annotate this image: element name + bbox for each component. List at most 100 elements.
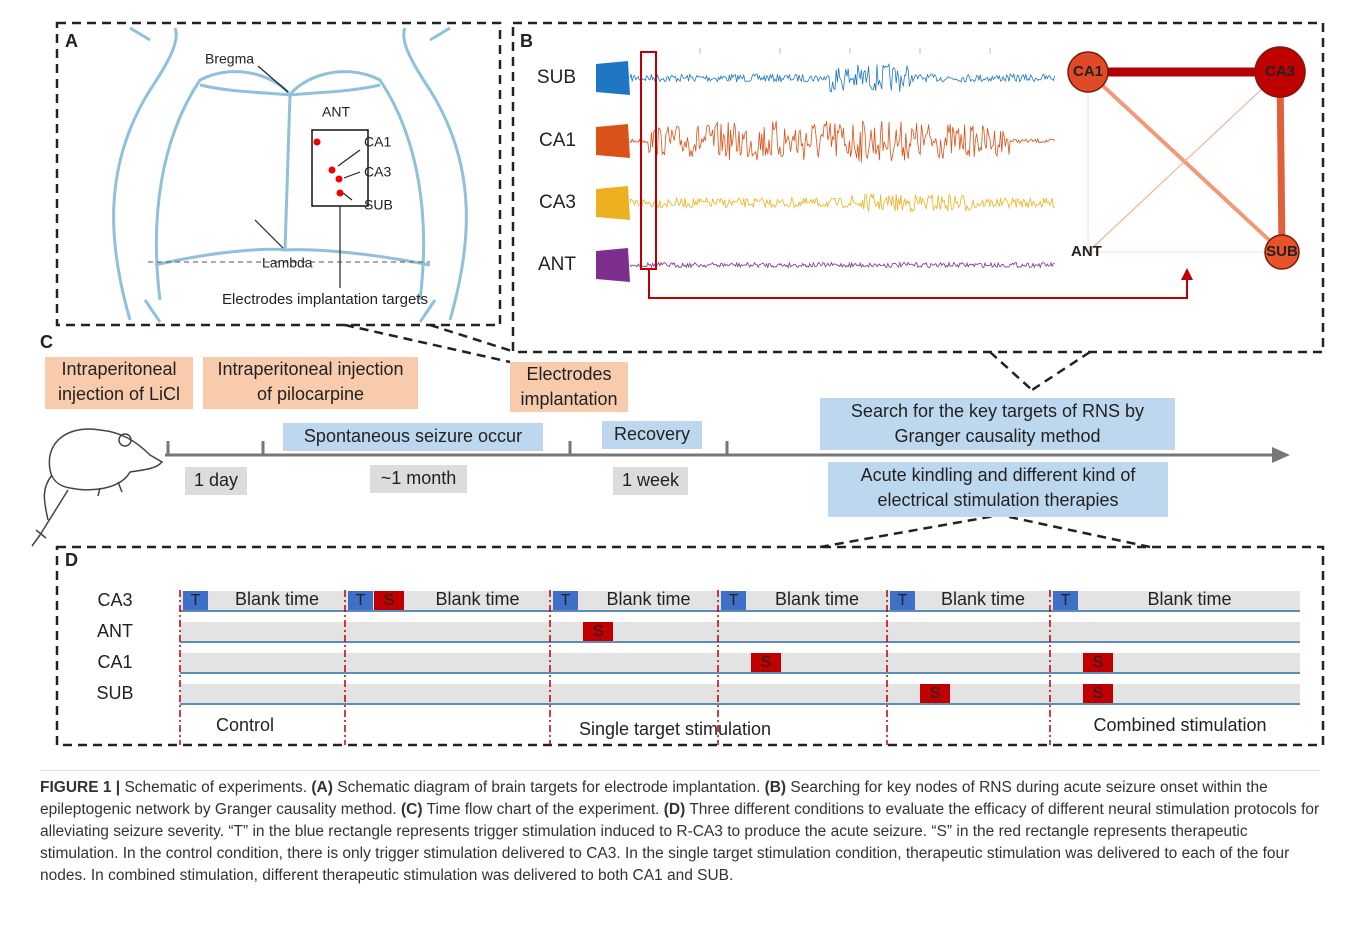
caption-bold: (A) (311, 779, 333, 796)
skull-outline (114, 28, 467, 320)
blank-label: Blank time (235, 589, 319, 609)
pointer (344, 172, 360, 178)
outcome-label-line: Acute kindling and different kind of (861, 465, 1137, 485)
duration-label: ~1 month (381, 468, 457, 488)
network-edge (1280, 72, 1282, 252)
blank-label: Blank time (1147, 589, 1231, 609)
panel-letter: D (65, 550, 78, 570)
trigger-label: T (1061, 592, 1071, 609)
trigger-label: T (356, 592, 366, 609)
event-label: Recovery (614, 424, 690, 444)
electrode-dot (336, 176, 343, 183)
target-label: SUB (364, 197, 393, 213)
event-label: Spontaneous seizure occur (304, 426, 522, 446)
row-bar (180, 653, 1300, 672)
group-label: Single target stimulation (579, 719, 771, 739)
trigger-label: T (561, 592, 571, 609)
syringe (32, 490, 68, 546)
pointer (343, 193, 352, 200)
skull-drawing (114, 28, 467, 322)
stim-label: S (384, 592, 395, 609)
connector (430, 325, 515, 352)
row-bar (180, 622, 1300, 641)
step-label-line: of pilocarpine (257, 384, 364, 404)
node-label: SUB (1266, 243, 1298, 260)
panel-a-frame (57, 23, 500, 325)
landmark-label: Bregma (205, 51, 254, 67)
electrode-dots (314, 139, 344, 197)
outcome-label-line: Search for the key targets of RNS by (851, 401, 1144, 421)
page: {"panel_a": {"letter": "A", "landmarks":… (0, 0, 1357, 932)
stim-label: S (1093, 685, 1104, 702)
panel-letter: A (65, 31, 78, 51)
electrode-dot (329, 167, 336, 174)
panel-letter: B (520, 31, 533, 51)
duration-label: 1 day (194, 470, 238, 490)
figure: A Bregma Lambda ANT CA1 CA3 SUB Electrodes impl… (0, 0, 1357, 765)
window-arrow (649, 269, 1187, 298)
analysis-window (641, 52, 656, 269)
connector (990, 352, 1032, 390)
trace (630, 194, 1055, 212)
stim-label: S (930, 685, 941, 702)
step-label-line: implantation (520, 389, 617, 409)
caption-bold: FIGURE 1 | (40, 779, 120, 796)
connector (820, 515, 1000, 547)
stim-label: S (593, 623, 604, 640)
generated: A Bregma Lambda ANT CA1 CA3 SUB Electrodes impl… (40, 31, 1305, 745)
node-label: CA3 (1265, 63, 1295, 80)
step-label-line: Intraperitoneal (61, 359, 176, 379)
caption-text: Schematic of experiments. (120, 779, 311, 796)
row-label: ANT (97, 621, 133, 641)
landmark-label: Lambda (262, 255, 313, 271)
group-label: Control (216, 715, 274, 735)
stim-label: S (761, 654, 772, 671)
arrowhead (1181, 268, 1193, 280)
trace-onset (596, 124, 630, 158)
connector (345, 325, 510, 362)
target-label: CA1 (364, 134, 391, 150)
rat-ear (119, 434, 131, 446)
trigger-label: T (898, 592, 908, 609)
blank-label: Blank time (606, 589, 690, 609)
electrode-dot (314, 139, 321, 146)
panel-letter: C (40, 332, 53, 352)
trace-onset (596, 186, 630, 220)
stim-label: S (1093, 654, 1104, 671)
timeline-arrowhead (1272, 447, 1290, 463)
connector (1000, 515, 1150, 547)
channel-label: CA3 (539, 192, 576, 213)
group-label: Combined stimulation (1093, 715, 1266, 735)
trace (630, 263, 1055, 268)
pointer (338, 150, 360, 166)
duration-label: 1 week (622, 470, 680, 490)
step-label-line: Intraperitoneal injection (217, 359, 403, 379)
trace (630, 121, 1055, 163)
blank-label: Blank time (941, 589, 1025, 609)
blank-label: Blank time (775, 589, 859, 609)
trace (630, 64, 1055, 92)
caption-text: Time flow chart of the experiment. (423, 801, 664, 818)
note-label: Electrodes implantation targets (222, 291, 428, 308)
pointer (258, 66, 288, 92)
outcome-label-line: electrical stimulation therapies (877, 490, 1118, 510)
caption-bold: (D) (664, 801, 686, 818)
skull-edges (130, 28, 450, 322)
pointer (255, 220, 283, 248)
caption: FIGURE 1 | Schematic of experiments. (A)… (40, 770, 1320, 887)
step-label-line: injection of LiCl (58, 384, 180, 404)
trigger-label: T (729, 592, 739, 609)
trace-onset (596, 61, 630, 95)
rat-drawing (32, 429, 162, 546)
channel-label: SUB (537, 67, 576, 88)
caption-text: Schematic diagram of brain targets for e… (333, 779, 765, 796)
outcome-label-line: Granger causality method (894, 426, 1100, 446)
trace-onset (596, 248, 630, 282)
channel-label: CA1 (539, 130, 576, 151)
caption-bold: (C) (401, 801, 423, 818)
blank-label: Blank time (435, 589, 519, 609)
row-bar (180, 684, 1300, 703)
node-label: ANT (1071, 243, 1102, 260)
caption-bold: (B) (765, 779, 787, 796)
electrode-dot (337, 190, 344, 197)
